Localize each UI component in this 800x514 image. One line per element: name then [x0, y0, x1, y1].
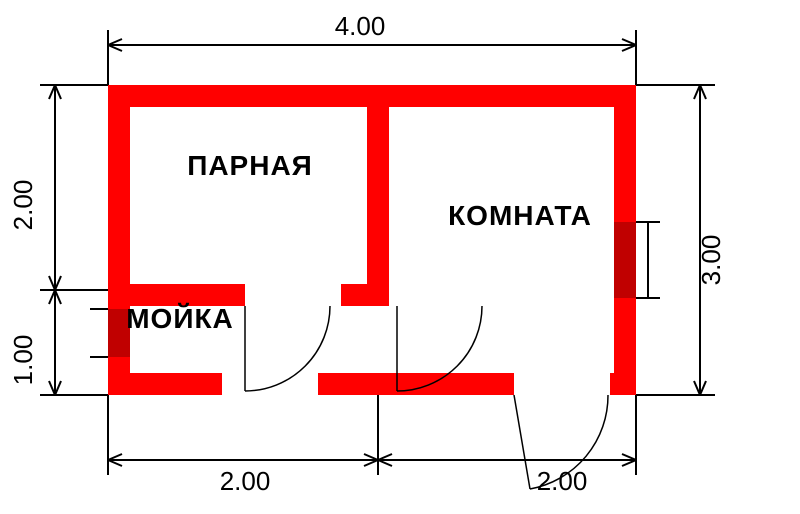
label-moyka: МОЙКА [126, 302, 234, 334]
floor-plan: 4.00 2.00 1.00 3.00 2.00 [0, 0, 800, 514]
dim-left-lower: 1.00 [8, 290, 108, 395]
dim-bottom-right-value: 2.00 [537, 466, 588, 496]
label-komnata: КОМНАТА [448, 200, 592, 231]
dim-bottom-right: 2.00 [378, 395, 636, 496]
dim-left-upper-value: 2.00 [8, 180, 38, 231]
inner-walls [108, 85, 389, 395]
dim-bottom-left-value: 2.00 [220, 466, 271, 496]
dim-top-value: 4.00 [335, 11, 386, 41]
dim-bottom-left: 2.00 [108, 395, 378, 496]
dim-right-value: 3.00 [696, 235, 726, 286]
dim-left-upper: 2.00 [8, 85, 108, 290]
label-parnaya: ПАРНАЯ [187, 150, 313, 181]
dim-top-total: 4.00 [108, 11, 636, 85]
door-arcs [245, 306, 608, 489]
dim-right-total: 3.00 [636, 85, 726, 395]
dim-left-lower-value: 1.00 [8, 335, 38, 386]
